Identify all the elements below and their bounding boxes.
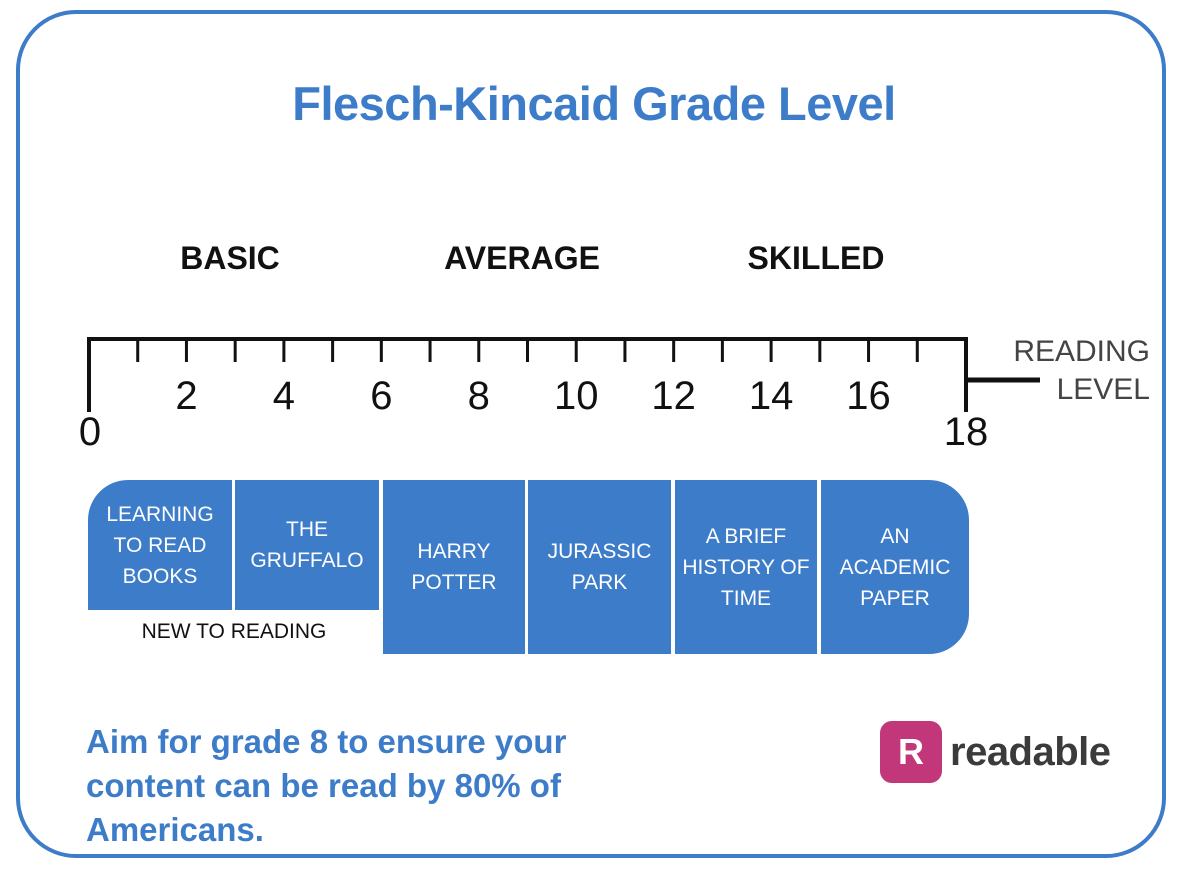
category-average: AVERAGE (444, 240, 600, 276)
readable-logo: R readable (880, 720, 1111, 784)
category-basic: BASIC (180, 240, 280, 276)
book-jurassic-park: JURASSIC PARK (528, 480, 671, 654)
book-academic-paper: AN ACADEMIC PAPER (821, 480, 969, 654)
tick-label: 6 (370, 374, 393, 418)
tagline: Aim for grade 8 to ensure your content c… (86, 723, 567, 848)
tick-label: 16 (846, 374, 891, 418)
page-title: Flesch-Kincaid Grade Level (292, 77, 896, 130)
axis-label-reading-level: READING LEVEL (1013, 333, 1150, 409)
book-brief-history-of-time: A BRIEF HISTORY OF TIME (675, 480, 817, 654)
axis-label-text: READING LEVEL (1013, 335, 1150, 406)
book-the-gruffalo: THE GRUFFALO (235, 480, 379, 610)
readable-logo-word: readable (950, 729, 1111, 774)
tick-label-min: 0 (78, 410, 102, 454)
tick-label: 14 (748, 374, 794, 418)
book-harry-potter: HARRY POTTER (383, 480, 525, 654)
book-learning-to-read: LEARNING TO READ BOOKS (88, 480, 232, 610)
tick-label: 12 (651, 374, 696, 418)
tick-label-max: 18 (943, 410, 989, 454)
tick-label: 4 (272, 374, 295, 418)
tick-label: 2 (175, 374, 198, 418)
readable-logo-mark: R (880, 721, 942, 783)
tick-label: 10 (553, 374, 599, 418)
card-frame (16, 10, 1166, 858)
new-to-reading-label: NEW TO READING (141, 620, 327, 643)
category-skilled: SKILLED (747, 240, 885, 276)
scale-ticks (136, 339, 919, 362)
tick-label: 8 (467, 374, 490, 418)
